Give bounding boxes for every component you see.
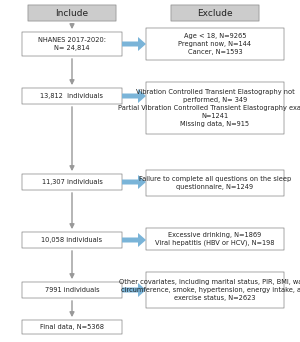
Text: Include: Include <box>56 9 88 17</box>
Text: 11,307 individuals: 11,307 individuals <box>42 179 102 185</box>
FancyBboxPatch shape <box>22 32 122 56</box>
FancyBboxPatch shape <box>22 88 122 104</box>
Polygon shape <box>122 283 146 297</box>
Polygon shape <box>122 37 146 51</box>
Text: Final data, N=5368: Final data, N=5368 <box>40 324 104 330</box>
Text: Age < 18, N=9265
Pregnant now, N=144
Cancer, N=1593: Age < 18, N=9265 Pregnant now, N=144 Can… <box>178 33 252 55</box>
FancyBboxPatch shape <box>146 228 284 250</box>
Text: Excessive drinking, N=1869
Viral hepatitis (HBV or HCV), N=198: Excessive drinking, N=1869 Viral hepatit… <box>155 232 275 246</box>
Text: Failure to complete all questions on the sleep
questionnaire, N=1249: Failure to complete all questions on the… <box>139 176 291 190</box>
Text: Exclude: Exclude <box>197 9 233 17</box>
Polygon shape <box>122 175 146 189</box>
FancyBboxPatch shape <box>22 174 122 190</box>
FancyBboxPatch shape <box>146 272 284 308</box>
Text: 10,058 individuals: 10,058 individuals <box>41 237 103 243</box>
FancyBboxPatch shape <box>146 82 284 134</box>
Polygon shape <box>122 89 146 103</box>
Text: Vibration Controlled Transient Elastography not
performed, N= 349
Partial Vibrat: Vibration Controlled Transient Elastogra… <box>118 89 300 127</box>
FancyBboxPatch shape <box>22 282 122 298</box>
Text: Other covariates, including marital status, PIR, BMI, waist
circumference, smoke: Other covariates, including marital stat… <box>119 279 300 301</box>
FancyBboxPatch shape <box>22 320 122 334</box>
FancyBboxPatch shape <box>28 5 116 21</box>
FancyBboxPatch shape <box>22 232 122 248</box>
Text: NHANES 2017-2020:
N= 24,814: NHANES 2017-2020: N= 24,814 <box>38 37 106 51</box>
FancyBboxPatch shape <box>146 170 284 196</box>
Text: 7991 individuals: 7991 individuals <box>45 287 99 293</box>
FancyBboxPatch shape <box>146 28 284 60</box>
Polygon shape <box>122 233 146 247</box>
Text: 13,812  individuals: 13,812 individuals <box>40 93 103 99</box>
FancyBboxPatch shape <box>171 5 259 21</box>
